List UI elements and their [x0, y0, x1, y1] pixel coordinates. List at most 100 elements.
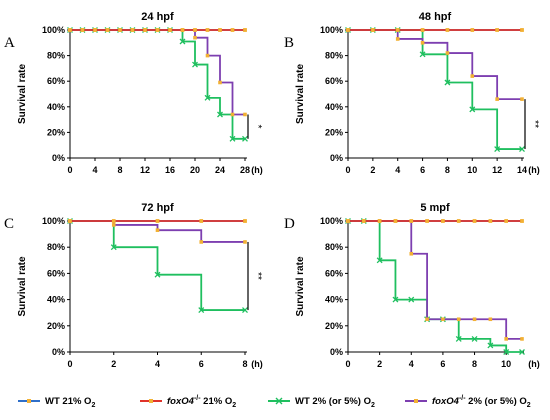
data-point: [205, 53, 210, 58]
data-point: [80, 28, 85, 32]
y-tick-label: 40%: [47, 295, 65, 305]
panel-title: 5 mpf: [420, 202, 450, 214]
data-point: [230, 112, 235, 117]
data-point: [192, 61, 198, 68]
data-point: [199, 240, 204, 244]
data-point: [519, 349, 525, 355]
data-point: [243, 240, 247, 244]
x-tick-label: 4: [92, 165, 97, 175]
data-point: [425, 219, 429, 223]
data-point: [218, 80, 222, 85]
data-point: [472, 317, 477, 322]
data-point: [487, 342, 494, 349]
x-tick-label: 10: [467, 165, 477, 175]
legend-item-wt-hypoxia: WT 2% (or 5%) O2: [268, 396, 375, 409]
data-point: [444, 79, 451, 86]
y-tick-label: 80%: [325, 242, 343, 252]
series-line-wt-hypoxia: [70, 29, 245, 140]
x-tick-label: 4: [395, 165, 400, 175]
data-point: [488, 219, 493, 223]
legend-label: WT 2% (or 5%) O2: [295, 396, 375, 409]
data-point: [471, 335, 478, 342]
data-point: [362, 219, 366, 223]
data-point: [376, 257, 383, 264]
y-tick-label: 80%: [47, 51, 65, 61]
data-point: [504, 219, 508, 223]
data-point: [408, 296, 415, 303]
data-point: [456, 219, 461, 223]
data-point: [470, 28, 475, 32]
panel-letter: D: [284, 216, 295, 232]
data-point: [392, 296, 399, 303]
y-tick-label: 20%: [47, 321, 65, 331]
data-point: [243, 219, 247, 223]
data-point: [393, 219, 398, 223]
y-tick-label: 100%: [42, 25, 65, 35]
panel-title: 24 hpf: [141, 11, 174, 23]
legend: WT 21% O2 foxO4-/- 21% O2 WT 2% (or 5%) O2…: [18, 395, 531, 409]
data-point: [488, 317, 493, 322]
y-tick-label: 40%: [325, 295, 343, 305]
x-tick-label: 0: [67, 359, 72, 369]
data-point: [504, 337, 508, 341]
data-point: [243, 28, 247, 32]
data-point: [93, 28, 97, 32]
y-tick-label: 60%: [325, 76, 343, 86]
x-tick-label: 6: [440, 359, 445, 369]
x-tick-label: 0: [345, 165, 350, 175]
x-tick-label: 2: [370, 165, 375, 175]
x-tick-label: 28: [240, 165, 250, 175]
data-point: [419, 51, 426, 58]
y-tick-label: 20%: [47, 127, 65, 137]
panel-title: 48 hpf: [419, 11, 452, 23]
data-point: [395, 37, 400, 41]
data-point: [155, 219, 160, 223]
x-tick-label: 8: [472, 359, 477, 369]
data-point: [495, 28, 499, 32]
x-unit-label: (h): [251, 359, 263, 369]
data-point: [346, 219, 350, 223]
legend-marker: [27, 399, 31, 403]
series-line-foxo4-hypoxia: [348, 29, 522, 101]
data-point: [469, 106, 476, 113]
data-point: [495, 97, 499, 101]
x-tick-label: 12: [492, 165, 502, 175]
data-point: [111, 223, 116, 227]
y-tick-label: 60%: [47, 268, 65, 278]
data-point: [409, 251, 414, 256]
panel-title: 72 hpf: [141, 202, 174, 214]
data-point: [441, 219, 445, 223]
y-axis-label: Survival rate: [295, 256, 306, 316]
data-point: [470, 74, 475, 78]
data-point: [243, 112, 247, 117]
x-tick-label: 6: [420, 165, 425, 175]
series-line-wt-hypoxia: [70, 220, 245, 311]
x-tick-label: 8: [242, 359, 247, 369]
x-tick-label: 6: [199, 359, 204, 369]
y-tick-label: 0%: [52, 153, 65, 163]
data-point: [455, 335, 462, 342]
y-tick-label: 0%: [330, 153, 343, 163]
data-point: [110, 244, 117, 251]
significance-label: **: [529, 120, 540, 128]
significance-label: *: [252, 125, 263, 129]
y-tick-label: 100%: [320, 216, 343, 226]
data-point: [425, 317, 429, 322]
data-point: [520, 97, 524, 101]
y-axis-label: Survival rate: [17, 256, 28, 316]
legend-label: foxO4-/- 2% (or 5%) O2: [432, 395, 531, 409]
data-point: [503, 349, 510, 355]
legend-label: WT 21% O2: [45, 396, 95, 409]
data-point: [242, 135, 248, 142]
x-tick-label: 2: [111, 359, 116, 369]
y-tick-label: 40%: [47, 102, 65, 112]
data-point: [242, 307, 248, 314]
data-point: [371, 28, 375, 32]
y-tick-label: 40%: [325, 102, 343, 112]
data-point: [155, 28, 160, 32]
data-point: [218, 28, 222, 32]
y-tick-label: 80%: [47, 242, 65, 252]
y-tick-label: 100%: [42, 216, 65, 226]
data-point: [346, 28, 350, 32]
series-line-wt-hypoxia: [348, 220, 522, 353]
